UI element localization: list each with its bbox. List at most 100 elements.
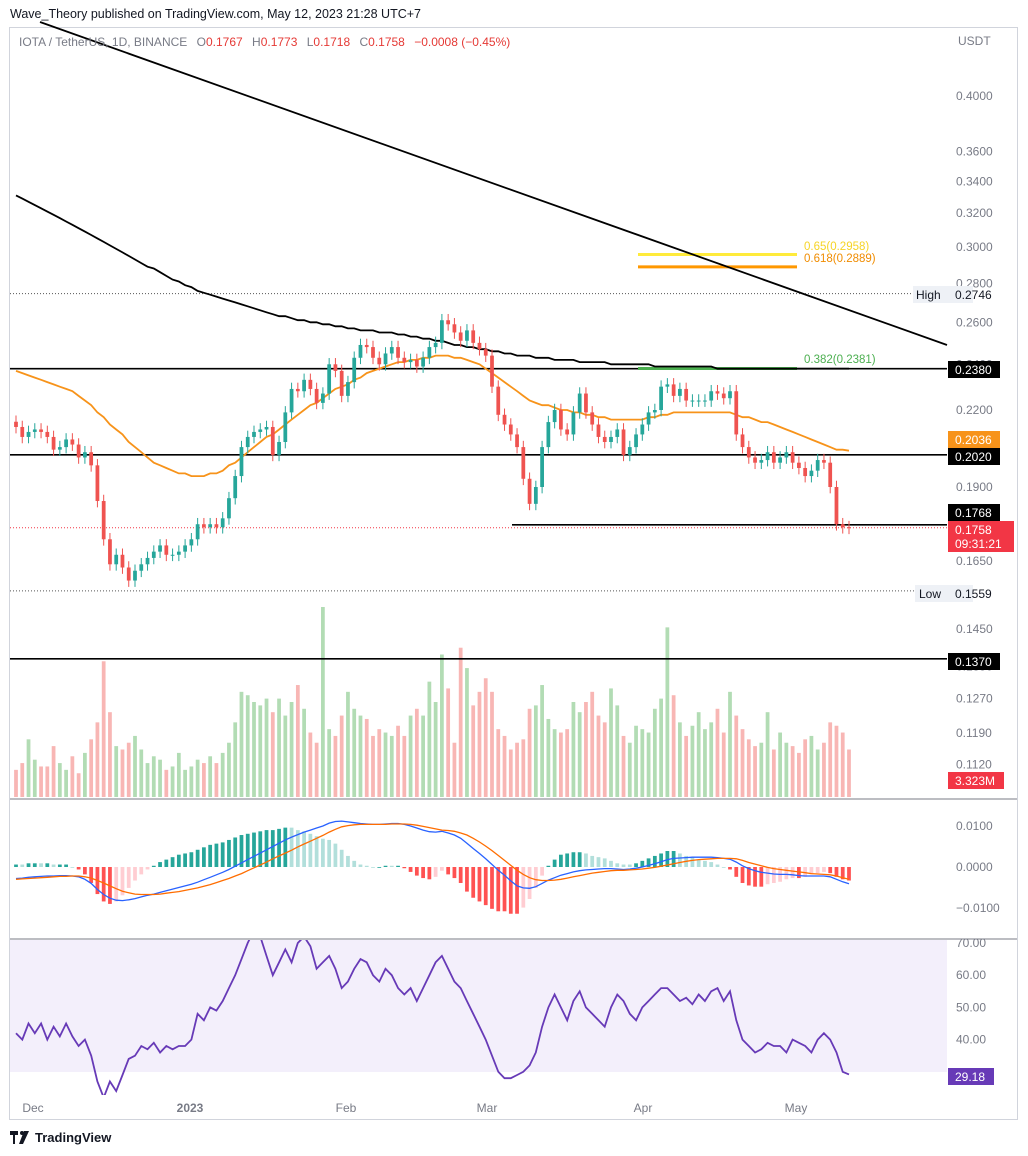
- macd-hist-85: [546, 865, 551, 867]
- candle-body-60: [389, 347, 394, 354]
- candle-body-34: [227, 498, 231, 519]
- volume-bar-6: [51, 746, 56, 797]
- candle-body-120: [765, 452, 770, 461]
- candle-body-100: [640, 424, 645, 435]
- volume-bar-122: [778, 732, 782, 797]
- macd-hist-112: [715, 864, 720, 867]
- candle-body-108: [690, 400, 695, 402]
- candle-body-106: [678, 388, 682, 396]
- candle-body-35: [233, 476, 238, 499]
- macd-hist-92: [590, 855, 595, 867]
- macd-hist-65: [421, 867, 425, 879]
- tag-2020-bg: [948, 448, 1000, 465]
- macd-hist-31: [208, 844, 213, 867]
- macd-hist-32: [214, 843, 219, 867]
- macd-line: [15, 820, 850, 902]
- tradingview-brand: TradingView: [35, 1130, 112, 1145]
- volume-bar-45: [295, 685, 300, 797]
- candle-body-61: [396, 347, 400, 358]
- candle-body-49: [321, 393, 325, 403]
- volume-bar-1: [20, 763, 25, 797]
- tag-2380-value: 0.2380: [955, 363, 992, 377]
- macd-hist-90: [577, 852, 582, 867]
- candle-body-77: [496, 386, 501, 415]
- volume-bar-76: [490, 691, 494, 797]
- volume-bar-118: [753, 746, 757, 797]
- candle-body-91: [584, 393, 588, 413]
- candle-body-126: [803, 467, 808, 477]
- volume-bar-70: [452, 742, 457, 797]
- candle-body-64: [414, 359, 419, 367]
- macd-hist-64: [414, 867, 419, 876]
- volume-bar-94: [602, 722, 607, 797]
- tag-ma50-value: 0.2036: [955, 433, 992, 447]
- candle-body-46: [302, 379, 306, 392]
- volume-bar-132: [840, 732, 845, 797]
- volume-bar-30: [202, 763, 206, 797]
- macd-hist-59: [383, 865, 388, 867]
- candle-body-83: [533, 487, 538, 504]
- macd-hist-1: [20, 864, 25, 867]
- macd-hist-62: [402, 867, 407, 869]
- macd-hist-25: [170, 857, 175, 867]
- volume-bar-112: [715, 708, 720, 797]
- tag-2380-bg: [948, 361, 1000, 378]
- candle-body-122: [778, 457, 782, 463]
- macd-hist-84: [540, 867, 544, 876]
- candle-body-125: [797, 462, 801, 468]
- volume-bar-129: [822, 742, 826, 797]
- volume-bar-62: [402, 735, 407, 797]
- candle-body-40: [264, 426, 269, 430]
- macd-hist-101: [646, 858, 651, 867]
- volume-bar-16: [114, 746, 119, 797]
- volume-bar-31: [208, 756, 213, 797]
- macd-hist-97: [621, 864, 626, 867]
- candle-body-5: [45, 431, 50, 437]
- candle-body-1: [20, 426, 25, 437]
- horizontal-levels: [10, 293, 947, 660]
- candle-body-18: [126, 567, 131, 581]
- volume-bar-117: [746, 739, 751, 797]
- macd-hist-98: [627, 864, 632, 867]
- candle-body-70: [452, 324, 457, 333]
- volume-bar-29: [195, 759, 200, 797]
- volume-tag-bg: [948, 772, 1004, 789]
- candle-body-15: [108, 539, 112, 565]
- macd-hist-74: [477, 867, 482, 902]
- volume-bar-65: [421, 715, 425, 797]
- candle-body-118: [753, 457, 757, 463]
- candle-body-98: [627, 447, 632, 455]
- macd-hist-87: [559, 854, 563, 867]
- tag-1768-bg: [948, 504, 1000, 521]
- candle-body-71: [458, 332, 463, 341]
- volume-bar-0: [14, 769, 18, 797]
- candle-body-43: [283, 412, 288, 442]
- candle-body-128: [815, 460, 820, 471]
- countdown-value: 09:31:21: [955, 537, 1002, 551]
- volume-bar-77: [496, 729, 501, 797]
- volume-bar-5: [45, 766, 50, 797]
- volume-bar-18: [126, 742, 131, 797]
- volume-bar-58: [377, 729, 382, 797]
- candle-body-68: [440, 320, 444, 343]
- volume-bar-52: [339, 715, 344, 797]
- candle-body-102: [652, 410, 657, 413]
- time-tick-3: Mar: [477, 1101, 498, 1115]
- tradingview-logo-icon: [10, 1131, 29, 1144]
- tradingview-footer[interactable]: TradingView: [10, 1130, 111, 1145]
- candle-body-73: [471, 330, 476, 343]
- rsi-tick-1: 60.00: [956, 968, 986, 982]
- candle-body-6: [51, 436, 56, 450]
- macd-hist-95: [609, 860, 613, 867]
- price-tick-14: 0.1190: [956, 726, 992, 740]
- volume-bar-50: [327, 729, 332, 797]
- volume-bar-56: [364, 718, 369, 797]
- candle-body-99: [634, 434, 638, 448]
- macd-hist-49: [321, 838, 325, 867]
- rsi-tick-0: 70.00: [956, 936, 986, 950]
- candle-body-82: [527, 478, 532, 504]
- legend-line: IOTA / TetherUS, 1D, BINANCE O0.1767 H0.…: [19, 35, 510, 49]
- candle-body-9: [70, 439, 75, 445]
- rsi-tag-value: 29.18: [955, 1070, 985, 1084]
